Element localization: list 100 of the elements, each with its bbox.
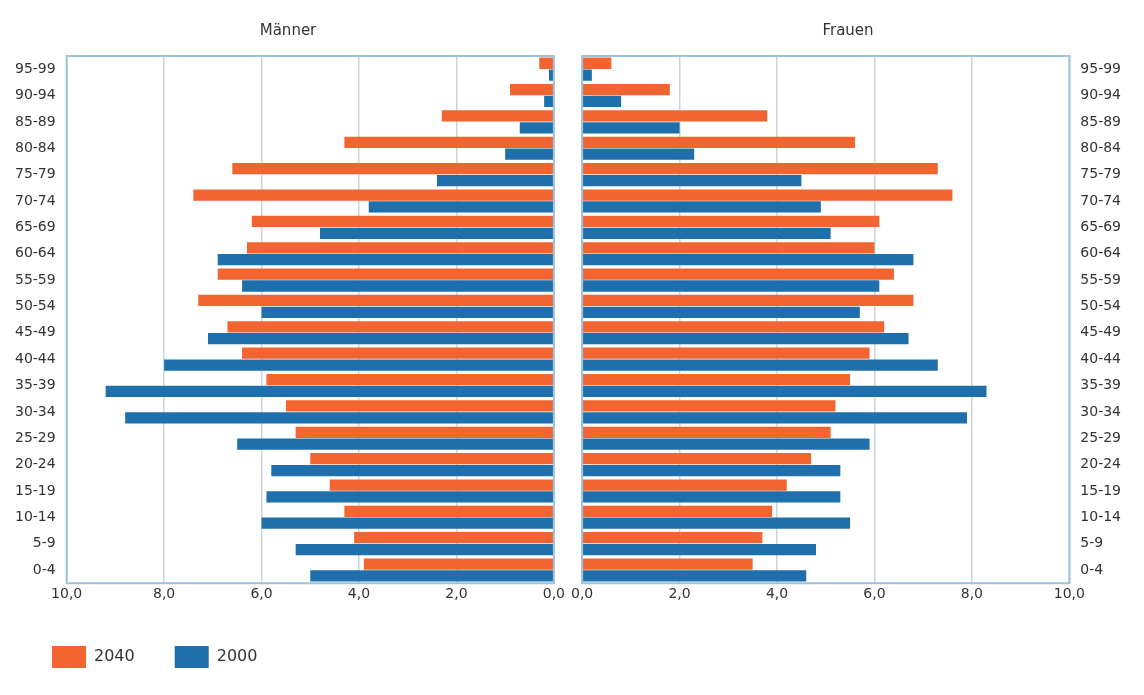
bar (582, 136, 855, 148)
bar (582, 110, 768, 122)
bar (582, 333, 909, 345)
bar (582, 479, 787, 491)
bar (266, 491, 554, 503)
y-tick-label: 25-29 (14, 428, 56, 445)
bar (207, 333, 554, 345)
y-tick-label: 20-24 (14, 455, 56, 472)
bar (544, 95, 554, 108)
bar (310, 570, 554, 582)
bar (582, 294, 914, 307)
bar (582, 426, 831, 438)
y-tick-label: 45-49 (1080, 323, 1122, 340)
y-tick-label: 80-84 (14, 138, 56, 155)
bar (582, 148, 695, 160)
x-tick-label: 0,0 (542, 585, 565, 602)
bar (363, 558, 554, 570)
bar (354, 532, 554, 544)
bar (285, 400, 554, 412)
bar (582, 215, 880, 228)
bar (582, 359, 938, 371)
bar (582, 412, 968, 424)
y-tick-label: 35-39 (14, 376, 56, 393)
bar (582, 227, 831, 239)
bar (582, 385, 987, 398)
y-tick-label: 95-99 (14, 59, 56, 76)
y-tick-label: 80-84 (1080, 138, 1122, 155)
bar (549, 69, 554, 81)
y-tick-label: 0-4 (32, 560, 56, 577)
x-tick-label: 6,0 (863, 585, 886, 602)
bar (320, 227, 554, 239)
bar (539, 57, 554, 69)
y-tick-label: 40-44 (14, 349, 56, 366)
bar (582, 306, 860, 318)
bar (582, 453, 812, 465)
y-tick-label: 70-74 (14, 191, 56, 208)
bar (582, 570, 807, 582)
bar (436, 174, 554, 187)
x-tick-label: 2,0 (668, 585, 691, 602)
bar (295, 543, 554, 556)
bar (582, 543, 816, 556)
bar (582, 347, 870, 359)
y-tick-label: 5-9 (32, 534, 56, 551)
y-tick-label: 75-79 (1080, 165, 1122, 182)
bar (519, 122, 554, 134)
bar (164, 359, 554, 371)
y-tick-label: 65-69 (1080, 217, 1122, 234)
y-tick-label: 70-74 (1080, 191, 1122, 208)
bar (125, 412, 554, 424)
y-tick-label: 20-24 (1080, 455, 1122, 472)
bar (441, 110, 554, 122)
y-tick-label: 10-14 (14, 507, 56, 524)
y-tick-label: 90-94 (1080, 86, 1122, 103)
y-tick-label: 50-54 (14, 297, 56, 314)
legend-label: 2040 (94, 646, 135, 666)
bar (582, 95, 622, 108)
x-tick-label: 2,0 (445, 585, 468, 602)
bar (582, 254, 914, 266)
x-tick-label: 0,0 (571, 585, 594, 602)
bar (329, 479, 554, 491)
bar (582, 505, 773, 517)
y-tick-label: 40-44 (1080, 349, 1122, 366)
bar (510, 83, 554, 96)
bar (193, 189, 554, 201)
bar (582, 321, 885, 333)
y-tick-label: 75-79 (14, 165, 56, 182)
bar (582, 400, 836, 412)
x-tick-label: 10,0 (51, 585, 83, 602)
bar (227, 321, 554, 333)
x-tick-label: 4,0 (347, 585, 371, 602)
bar (344, 136, 554, 148)
y-tick-label: 10-14 (1080, 507, 1122, 524)
bar (217, 268, 554, 280)
bar (582, 558, 753, 570)
bar (242, 347, 554, 359)
x-tick-label: 8,0 (960, 585, 984, 602)
bar (582, 163, 938, 175)
y-tick-label: 60-64 (1080, 244, 1122, 261)
bar (582, 201, 821, 213)
y-tick-label: 15-19 (14, 481, 56, 498)
bar (582, 280, 880, 292)
x-tick-label: 6,0 (250, 585, 273, 602)
x-tick-label: 10,0 (1053, 585, 1085, 602)
y-tick-label: 65-69 (14, 217, 56, 234)
legend-label: 2000 (216, 646, 258, 666)
y-tick-label: 30-34 (1080, 402, 1122, 419)
y-tick-label: 45-49 (14, 323, 56, 340)
bar (251, 215, 554, 228)
bar (505, 148, 554, 160)
bar (271, 464, 554, 477)
chart-title: Frauen (822, 20, 874, 39)
bar (582, 83, 670, 96)
y-tick-label: 95-99 (1080, 59, 1122, 76)
chart-title: Männer (259, 20, 318, 39)
bar (582, 122, 680, 134)
y-tick-label: 90-94 (14, 86, 56, 103)
bar (105, 385, 554, 398)
bar (582, 532, 763, 544)
x-tick-label: 8,0 (152, 585, 176, 602)
bar (582, 438, 870, 450)
